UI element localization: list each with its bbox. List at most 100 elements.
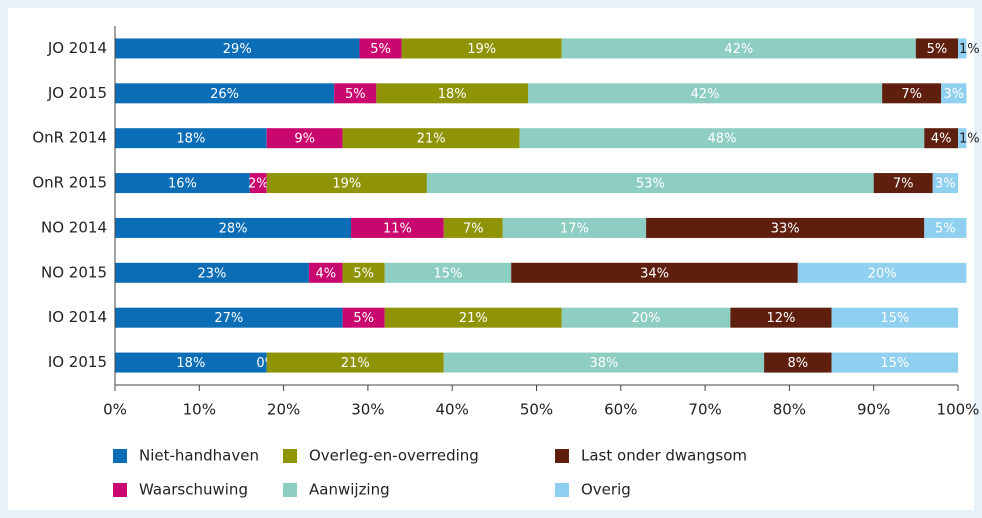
data-label: 12% [767, 311, 796, 326]
y-tick-label: IO 2015 [48, 353, 107, 371]
data-label: 19% [467, 42, 496, 57]
data-label: 1% [959, 42, 980, 57]
data-label: 20% [868, 266, 897, 281]
legend-swatch [283, 483, 297, 497]
bar-segment [266, 173, 427, 194]
bar-segment [334, 83, 377, 104]
data-label: 15% [880, 311, 909, 326]
x-tick-label: 60% [604, 401, 637, 419]
bar-segment [831, 352, 958, 373]
bar-segment [308, 262, 343, 283]
bar-segment [249, 173, 267, 194]
legend-label: Aanwijzing [309, 481, 390, 499]
data-label: 42% [691, 87, 720, 102]
data-label: 21% [417, 132, 446, 147]
bar-segment [384, 307, 562, 328]
bar-segment [511, 262, 798, 283]
x-tick-label: 100% [937, 401, 980, 419]
data-label: 7% [893, 177, 914, 192]
data-label: 3% [943, 87, 964, 102]
data-label: 16% [168, 177, 197, 192]
data-label: 18% [176, 132, 205, 147]
x-tick-label: 30% [351, 401, 384, 419]
x-tick-label: 0% [103, 401, 127, 419]
bar-segment [528, 83, 883, 104]
bar-segment [115, 128, 267, 149]
bar-segment [115, 307, 343, 328]
data-label: 26% [210, 87, 239, 102]
bar-segment [266, 128, 343, 149]
bar-segment [958, 38, 967, 59]
y-tick-label: NO 2015 [41, 263, 107, 281]
bar-segment [351, 217, 444, 238]
bar-segment [561, 307, 731, 328]
bar-segment [443, 217, 503, 238]
bar-segment [401, 38, 562, 59]
bar-segment [915, 38, 958, 59]
legend-label: Last onder dwangsom [581, 447, 747, 465]
data-label: 17% [560, 221, 589, 236]
y-tick-label: JO 2014 [47, 39, 107, 57]
data-label: 5% [370, 42, 391, 57]
data-label: 11% [383, 221, 412, 236]
bar-segment [831, 307, 958, 328]
data-label: 4% [315, 266, 336, 281]
x-tick-label: 80% [773, 401, 806, 419]
bar-segment [115, 38, 360, 59]
data-label: 2% [248, 177, 269, 192]
x-tick-label: 20% [267, 401, 300, 419]
bar-segment [115, 173, 250, 194]
bar-segment [941, 83, 967, 104]
data-label: 15% [434, 266, 463, 281]
bar-segment [115, 217, 352, 238]
data-label: 19% [332, 177, 361, 192]
bar-segment [882, 83, 942, 104]
bar-segment [359, 38, 402, 59]
data-label: 18% [176, 356, 205, 371]
x-tick-label: 90% [857, 401, 890, 419]
bar-segment [342, 128, 520, 149]
bar-segment [958, 128, 967, 149]
bar-segment [561, 38, 916, 59]
data-label: 5% [935, 221, 956, 236]
data-label: 29% [223, 42, 252, 57]
data-label: 8% [788, 356, 809, 371]
bar-segment [342, 262, 385, 283]
bar-segment [730, 307, 832, 328]
bar-segment [519, 128, 925, 149]
data-label: 18% [438, 87, 467, 102]
y-tick-label: JO 2015 [47, 84, 107, 102]
bar-segment [266, 352, 444, 373]
data-label: 34% [640, 266, 669, 281]
data-label: 5% [927, 42, 948, 57]
y-tick-label: OnR 2014 [32, 129, 107, 147]
data-label: 9% [294, 132, 315, 147]
data-label: 5% [353, 311, 374, 326]
data-label: 27% [214, 311, 243, 326]
bar-segment [873, 173, 933, 194]
data-label: 21% [459, 311, 488, 326]
bar-segment [932, 173, 958, 194]
bar-segment [797, 262, 967, 283]
legend-swatch [113, 483, 127, 497]
data-label: 21% [341, 356, 370, 371]
data-label: 28% [219, 221, 248, 236]
bar-segment [376, 83, 529, 104]
legend-label: Overleg-en-overreding [309, 447, 479, 465]
bar-segment [924, 217, 967, 238]
data-label: 33% [771, 221, 800, 236]
data-label: 53% [636, 177, 665, 192]
bar-segment [115, 83, 335, 104]
bar-segment [764, 352, 832, 373]
legend-swatch [555, 483, 569, 497]
data-label: 7% [463, 221, 484, 236]
y-tick-label: IO 2014 [48, 308, 107, 326]
bar-segment [646, 217, 925, 238]
x-tick-label: 70% [688, 401, 721, 419]
legend-swatch [113, 449, 127, 463]
plot-background [8, 8, 974, 510]
y-tick-label: OnR 2015 [32, 174, 107, 192]
data-label: 5% [353, 266, 374, 281]
bar-segment [443, 352, 765, 373]
